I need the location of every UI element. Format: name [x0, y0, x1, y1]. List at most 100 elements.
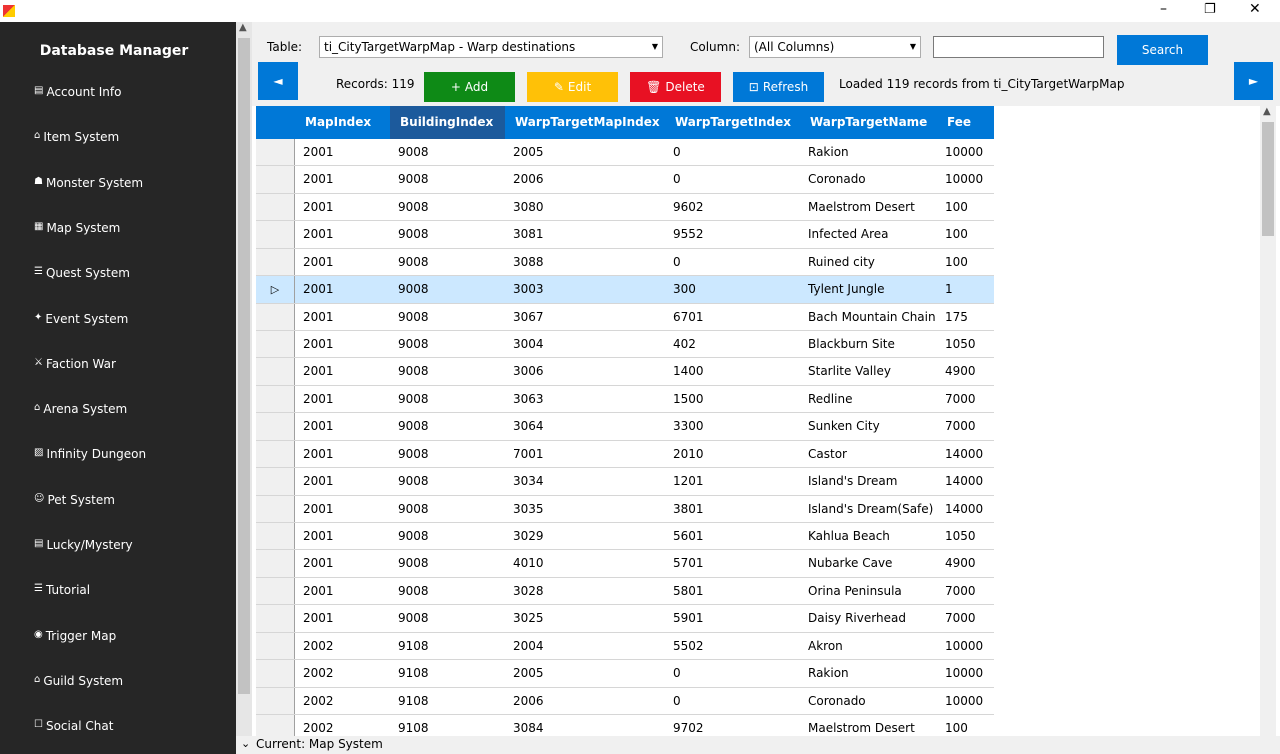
row-header[interactable] [256, 715, 295, 736]
row-header[interactable] [256, 358, 295, 385]
menu-item[interactable]: ☗ Monster System [34, 176, 143, 190]
cell[interactable]: 10000 [945, 693, 984, 708]
cell[interactable]: 9008 [398, 309, 429, 324]
cell[interactable]: Rakion [808, 666, 849, 681]
row-header[interactable] [256, 385, 295, 413]
cell[interactable]: 9108 [398, 721, 429, 736]
row-header[interactable] [256, 193, 295, 221]
menu-item[interactable]: ▦ Map System [34, 221, 120, 235]
cell[interactable]: 402 [673, 337, 696, 351]
cell[interactable]: 2002 [303, 693, 334, 708]
cell[interactable]: 2002 [303, 638, 334, 653]
grid-row[interactable]: 2001 9008 3035 3801 Island's Dream(Safe) 1400… [256, 495, 994, 523]
cell[interactable]: 2005 [513, 666, 544, 681]
row-header[interactable] [256, 440, 295, 468]
row-header[interactable] [256, 577, 295, 605]
cell[interactable]: 1050 [945, 337, 976, 351]
cell[interactable]: 100 [945, 721, 968, 736]
cell[interactable]: 9008 [398, 529, 429, 544]
grid-row[interactable]: 2002 9108 2004 5502 Akron 10000 [256, 632, 994, 661]
menu-item[interactable]: ▤ Lucky/Mystery [34, 538, 133, 552]
cell[interactable]: 2001 [303, 282, 334, 297]
cell[interactable]: 2006 [513, 172, 544, 187]
cell[interactable]: 3004 [513, 337, 544, 351]
grid-scrollbar[interactable]: ▲ [1260, 106, 1276, 736]
cell[interactable]: 14000 [945, 446, 984, 461]
cell[interactable]: 3003 [513, 282, 544, 297]
grid-row[interactable]: 2001 9008 3080 9602 Maelstrom Desert 100 [256, 193, 994, 222]
cell[interactable]: Ruined city [808, 254, 875, 269]
cell[interactable]: 7000 [945, 583, 976, 598]
cell[interactable]: 2001 [303, 391, 334, 406]
menu-item[interactable]: ⌂ Guild System [34, 674, 123, 688]
row-header[interactable] [256, 550, 295, 577]
cell[interactable]: 5701 [673, 556, 704, 571]
cell[interactable]: 7001 [513, 446, 544, 461]
cell[interactable]: Island's Dream [808, 474, 898, 489]
cell[interactable]: 3029 [513, 529, 544, 544]
row-header[interactable]: ▷ [256, 276, 295, 303]
cell[interactable]: 3067 [513, 309, 544, 324]
grid-row[interactable]: 2001 9008 3004 402 Blackburn Site 1050 [256, 331, 994, 359]
cell[interactable]: 0 [673, 666, 681, 681]
cell[interactable]: 9008 [398, 172, 429, 187]
cell[interactable]: 2001 [303, 172, 334, 187]
row-header[interactable] [256, 139, 295, 166]
cell[interactable]: Redline [808, 391, 853, 406]
cell[interactable]: Coronado [808, 172, 866, 187]
cell[interactable]: 1050 [945, 529, 976, 544]
cell[interactable]: Nubarke Cave [808, 556, 893, 571]
cell[interactable]: 0 [673, 172, 681, 187]
cell[interactable]: 3028 [513, 583, 544, 598]
row-header[interactable] [256, 632, 295, 660]
cell[interactable]: 2002 [303, 721, 334, 736]
edit-button[interactable]: ✎ Edit [527, 72, 618, 102]
cell[interactable]: 9008 [398, 282, 429, 297]
cell[interactable]: 0 [673, 693, 681, 708]
menu-item[interactable]: ☰ Quest System [34, 266, 130, 280]
row-header[interactable] [256, 605, 295, 632]
cell[interactable]: 2001 [303, 556, 334, 571]
grid-row[interactable]: 2001 9008 3067 6701 Bach Mountain Chain 175 [256, 303, 994, 331]
cell[interactable]: 3034 [513, 474, 544, 489]
cell[interactable]: Infected Area [808, 227, 889, 242]
add-button[interactable]: + Add [424, 72, 515, 102]
row-header[interactable] [256, 221, 295, 248]
cell[interactable]: Daisy Riverhead [808, 611, 906, 626]
column-header[interactable]: MapIndex [305, 115, 372, 129]
row-header[interactable] [256, 166, 295, 193]
cell[interactable]: 10000 [945, 666, 984, 681]
cell[interactable]: Orina Peninsula [808, 583, 902, 598]
cell[interactable]: Starlite Valley [808, 364, 891, 379]
grid-row[interactable]: 2001 9008 4010 5701 Nubarke Cave 4900 [256, 550, 994, 578]
cell[interactable]: 9008 [398, 611, 429, 626]
row-header[interactable] [256, 495, 295, 522]
cell[interactable]: 3080 [513, 199, 544, 214]
cell[interactable]: 14000 [945, 501, 984, 516]
cell[interactable]: 9008 [398, 145, 429, 159]
cell[interactable]: 100 [945, 254, 968, 269]
menu-item[interactable]: ▨ Infinity Dungeon [34, 447, 146, 461]
cell[interactable]: 4010 [513, 556, 544, 571]
cell[interactable]: 3801 [673, 501, 704, 516]
cell[interactable]: 100 [945, 227, 968, 242]
cell[interactable]: Sunken City [808, 419, 880, 434]
grid-row[interactable]: 2002 9108 2005 0 Rakion 10000 [256, 660, 994, 688]
column-header[interactable]: BuildingIndex [390, 106, 505, 139]
cell[interactable]: 9008 [398, 419, 429, 434]
grid-row[interactable]: 2001 9008 3064 3300 Sunken City 7000 [256, 413, 994, 441]
cell[interactable]: 7000 [945, 419, 976, 434]
row-header[interactable] [256, 331, 295, 358]
cell[interactable]: 9008 [398, 364, 429, 379]
sidebar-scrollbar[interactable]: ▲ [236, 22, 252, 736]
cell[interactable]: 2001 [303, 501, 334, 516]
column-select[interactable]: (All Columns) ▼ [749, 36, 921, 58]
cell[interactable]: 4900 [945, 556, 976, 571]
cell[interactable]: 2001 [303, 529, 334, 544]
cell[interactable]: Akron [808, 638, 843, 653]
cell[interactable]: 1500 [673, 391, 704, 406]
grid-row[interactable]: 2001 9008 3028 5801 Orina Peninsula 7000 [256, 577, 994, 606]
cell[interactable]: 9008 [398, 227, 429, 242]
grid-row[interactable]: 2001 9008 3088 0 Ruined city 100 [256, 248, 994, 277]
cell[interactable]: 3300 [673, 419, 704, 434]
